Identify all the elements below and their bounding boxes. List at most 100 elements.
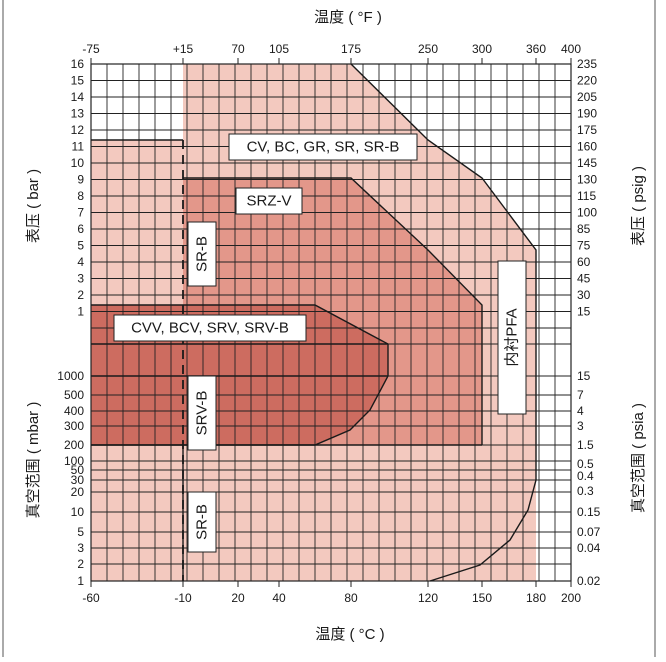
region-label-box <box>187 221 217 287</box>
y-left-vacuum-tick-label: 5 <box>77 525 84 539</box>
region-label: SR-B <box>194 504 211 540</box>
x-bottom-tick-label: 150 <box>472 591 492 605</box>
y-right-vacuum-tick-label: 0.5 <box>577 457 594 471</box>
x-top-tick-label: -75 <box>82 42 100 56</box>
y-left-pressure-tick-label: 14 <box>71 90 85 104</box>
y-left-pressure-tick-label: 12 <box>71 123 85 137</box>
y-right-vacuum-tick-label: 0.4 <box>577 469 594 483</box>
x-bottom-tick-label: 80 <box>344 591 358 605</box>
x-axis-bottom-title: 温度 ( °C ) <box>315 626 384 643</box>
y-right-vacuum-tick-label: 0.04 <box>577 541 601 555</box>
y-left-pressure-tick-label: 1 <box>77 305 84 319</box>
y-axis-right-pressure-title: 表压 ( psig ) <box>630 166 647 246</box>
y-right-pressure-tick-label: 15 <box>577 305 591 319</box>
y-left-pressure-tick-label: 13 <box>71 107 85 121</box>
y-right-pressure-tick-label: 30 <box>577 288 591 302</box>
y-left-pressure-tick-label: 16 <box>71 57 85 71</box>
y-left-vacuum-tick-label: 10 <box>71 505 85 519</box>
y-right-pressure-tick-label: 145 <box>577 156 597 170</box>
region-label-box <box>187 375 217 451</box>
x-top-tick-label: 70 <box>231 42 245 56</box>
y-left-vacuum-tick-label: 30 <box>71 473 85 487</box>
region-label: SRV-B <box>194 391 211 436</box>
y-left-pressure-tick-label: 9 <box>77 173 84 187</box>
y-right-vacuum-tick-label: 0.3 <box>577 484 594 498</box>
x-bottom-tick-label: 120 <box>418 591 438 605</box>
y-right-pressure-tick-label: 100 <box>577 206 597 220</box>
y-right-vacuum-tick-label: 0.15 <box>577 505 601 519</box>
region-label: SR-B <box>194 236 211 272</box>
x-top-tick-label: 175 <box>341 42 361 56</box>
x-top-tick-label: 360 <box>526 42 546 56</box>
y-left-vacuum-tick-label: 300 <box>64 419 84 433</box>
y-right-pressure-tick-label: 190 <box>577 107 597 121</box>
y-right-pressure-tick-label: 205 <box>577 90 597 104</box>
x-bottom-tick-label: -60 <box>82 591 100 605</box>
labels-layer: CV, BC, GR, SR, SR-B SRZ-V CVV, BCV, SRV, … <box>113 133 527 553</box>
x-top-tick-label: 105 <box>269 42 289 56</box>
y-right-pressure-tick-label: 160 <box>577 140 597 154</box>
y-left-vacuum-tick-label: 20 <box>71 485 85 499</box>
y-left-pressure-tick-label: 11 <box>72 140 85 154</box>
region-label: CVV, BCV, SRV, SRV-B <box>131 320 289 337</box>
y-left-vacuum-tick-label: 3 <box>77 541 84 555</box>
y-right-vacuum-tick-label: 0.02 <box>577 574 601 588</box>
y-right-pressure-tick-label: 175 <box>577 123 597 137</box>
y-left-vacuum-tick-label: 200 <box>64 438 84 452</box>
y-left-vacuum-tick-label: 1000 <box>57 369 84 383</box>
y-axis-left-pressure-title: 表压 ( bar ) <box>25 169 42 243</box>
y-left-pressure-tick-label: 2 <box>77 288 84 302</box>
y-left-pressure-tick-label: 5 <box>77 239 84 253</box>
y-left-vacuum-tick-label: 1 <box>77 574 84 588</box>
region-label-box <box>113 314 307 342</box>
y-right-vacuum-tick-label: 4 <box>577 404 584 418</box>
region-label: SRZ-V <box>247 193 292 210</box>
x-bottom-tick-label: 200 <box>561 591 581 605</box>
y-axis-right-vacuum-title: 真空范围 ( psia ) <box>629 403 647 513</box>
plot-border <box>90 63 572 582</box>
region-label: CV, BC, GR, SR, SR-B <box>247 139 400 156</box>
region-label: 内衬PFA <box>504 308 521 366</box>
y-right-pressure-tick-label: 45 <box>577 272 591 286</box>
x-bottom-tick-label: 20 <box>231 591 245 605</box>
region-outline <box>91 304 389 446</box>
y-right-pressure-tick-label: 115 <box>577 189 596 203</box>
y-left-vacuum-tick-label: 50 <box>71 463 85 477</box>
y-right-vacuum-tick-label: 0.07 <box>577 525 601 539</box>
y-left-pressure-tick-label: 3 <box>77 272 84 286</box>
y-right-pressure-tick-label: 220 <box>577 74 597 88</box>
y-left-pressure-tick-label: 8 <box>77 189 84 203</box>
y-left-pressure-tick-label: 7 <box>77 206 84 220</box>
region-outline <box>350 63 537 582</box>
y-left-vacuum-tick-label: 2 <box>77 557 84 571</box>
x-top-tick-label: 250 <box>418 42 438 56</box>
y-right-pressure-tick-label: 235 <box>577 57 597 71</box>
y-right-pressure-tick-label: 60 <box>577 255 591 269</box>
region-label-box <box>187 491 217 553</box>
y-right-pressure-tick-label: 130 <box>577 173 597 187</box>
region-low-vacuum <box>430 480 536 581</box>
region-label-box <box>235 187 303 215</box>
y-left-vacuum-tick-label: 400 <box>64 404 84 418</box>
x-bottom-tick-label: -10 <box>174 591 192 605</box>
x-bottom-tick-label: 40 <box>272 591 286 605</box>
x-axis-top-title: 温度 ( °F ) <box>314 9 382 26</box>
y-right-vacuum-tick-label: 3 <box>577 419 584 433</box>
x-top-tick-label: 400 <box>561 42 581 56</box>
y-right-pressure-tick-label: 85 <box>577 222 591 236</box>
y-right-vacuum-tick-label: 1.5 <box>577 438 594 452</box>
y-left-vacuum-tick-label: 500 <box>64 388 84 402</box>
region-label-box <box>497 260 527 415</box>
x-top-tick-label: 300 <box>472 42 492 56</box>
y-right-pressure-tick-label: 75 <box>577 239 591 253</box>
y-left-vacuum-tick-label: 100 <box>64 454 84 468</box>
outline-layer <box>91 63 537 582</box>
x-bottom-tick-label: 180 <box>526 591 546 605</box>
region-label-box <box>228 133 418 161</box>
y-right-vacuum-tick-label: 7 <box>577 388 584 402</box>
x-top-tick-label: +15 <box>173 42 194 56</box>
y-left-pressure-tick-label: 6 <box>77 222 84 236</box>
y-axis-left-vacuum-title: 真空范围 ( mbar ) <box>24 402 42 519</box>
